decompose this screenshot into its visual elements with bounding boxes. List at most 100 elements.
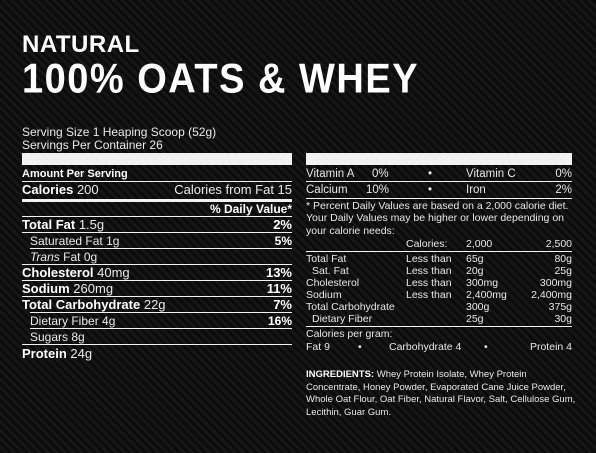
nutrient-amount: 1.5g <box>78 217 105 232</box>
divider <box>22 264 292 265</box>
table-header-2500: 2,500 <box>545 238 572 250</box>
divider <box>306 181 572 182</box>
bullet: • <box>428 168 433 180</box>
table-row-2500: 25g <box>554 265 572 277</box>
table-row-cond: Less than <box>406 277 452 289</box>
nutrient-row-total-carbohydrate: Total Carbohydrate 22g 7% <box>22 298 292 312</box>
table-row-2500: 375g <box>548 301 572 313</box>
ingredients: INGREDIENTS: Whey Protein Isolate, Whey … <box>306 369 580 419</box>
nutrient-label: Sodium <box>22 281 70 296</box>
divider <box>22 216 292 217</box>
nutrient-label: Protein <box>22 346 67 361</box>
table-row-2000: 2,400mg <box>466 289 507 301</box>
nutrient-amount: 24g <box>70 346 93 361</box>
table-row-2500: 30g <box>554 313 572 325</box>
bullet: • <box>484 341 488 353</box>
divider <box>22 181 292 182</box>
calcium-value: 10% <box>366 184 390 196</box>
table-row-2500: 2,400mg <box>531 289 572 301</box>
calories-row: Calories 200 Calories from Fat 15 <box>22 183 292 197</box>
serving-size: Serving Size 1 Heaping Scoop (52g) <box>22 125 217 139</box>
nutrient-amount: 4g <box>102 314 116 328</box>
nutrient-label: Total Carbohydrate <box>22 297 141 312</box>
nutrient-amount: 40mg <box>97 265 130 280</box>
nutrient-dv: 11% <box>266 281 292 296</box>
nutrient-amount: 1g <box>106 234 120 248</box>
vitamin-c-label: Vitamin C <box>466 168 516 180</box>
vitamin-a-label: Vitamin A <box>306 168 355 180</box>
divider <box>306 198 572 199</box>
divider <box>30 312 292 313</box>
nutrient-label: Fat <box>59 250 81 264</box>
calories-value: 200 <box>76 182 99 197</box>
daily-value-header: % Daily Value* <box>209 202 292 216</box>
divider <box>306 251 572 252</box>
nutrient-label: Sugars <box>30 330 69 344</box>
table-row-2500: 80g <box>554 253 572 265</box>
nutrient-row-total-fat: Total Fat 1.5g 2% <box>22 218 292 232</box>
nutrient-label: Cholesterol <box>22 265 94 280</box>
ingredients-label: INGREDIENTS: <box>306 369 375 380</box>
table-row-label: Total Carbohydrate <box>306 301 395 313</box>
nutrient-label-italic: Trans <box>30 250 60 264</box>
nutrient-label: Total Fat <box>22 217 76 232</box>
product-title: 100% OATS & WHEY <box>22 56 420 103</box>
nutrient-amount: 0g <box>83 250 98 264</box>
table-row-label: Total Fat <box>306 253 347 265</box>
nutrient-row-protein: Protein 24g <box>22 347 292 361</box>
servings-per-container: Servings Per Container 26 <box>22 138 163 152</box>
table-row-2000: 300mg <box>466 277 499 289</box>
table-row-2000: 65g <box>466 253 484 265</box>
table-header-2000: 2,000 <box>466 238 493 250</box>
calories-label: Calories <box>22 182 74 197</box>
table-row-2000: 25g <box>466 313 484 325</box>
divider <box>22 232 292 233</box>
amount-per-serving: Amount Per Serving <box>22 168 128 180</box>
table-row-2000: 300g <box>466 301 490 313</box>
divider <box>22 280 292 281</box>
nutrient-row-dietary-fiber: Dietary Fiber 4g 16% <box>30 314 292 328</box>
divider <box>30 248 292 249</box>
nutrient-amount: 8g <box>71 330 85 344</box>
nutrient-row-saturated-fat: Saturated Fat 1g 5% <box>30 234 292 248</box>
table-row-cond: Less than <box>406 265 452 277</box>
table-row-label: Dietary Fiber <box>312 313 373 325</box>
nutrient-dv: 2% <box>273 217 292 232</box>
table-header-calories: Calories: <box>406 238 448 250</box>
table-row-2000: 20g <box>466 265 484 277</box>
nutrient-dv: 16% <box>267 314 292 328</box>
divider <box>22 344 292 345</box>
bullet: • <box>358 341 362 353</box>
table-row-label: Sat. Fat <box>312 265 349 277</box>
ingredients-text: Whey Protein Isolate, Whey Protein Conce… <box>306 369 576 418</box>
table-row-label: Sodium <box>306 289 342 301</box>
iron-value: 2% <box>555 184 572 196</box>
nutrient-amount: 260mg <box>73 281 114 296</box>
table-row-2500: 300mg <box>539 277 572 289</box>
per-gram-carbohydrate: Carbohydrate 4 <box>389 341 462 353</box>
bullet: • <box>428 184 433 196</box>
per-gram-protein: Protein 4 <box>529 341 572 353</box>
medium-divider <box>22 199 292 202</box>
calcium-label: Calcium <box>306 184 348 196</box>
nutrient-label: Dietary Fiber <box>30 314 99 328</box>
nutrient-row-sodium: Sodium 260mg 11% <box>22 282 292 296</box>
product-subtitle: NATURAL <box>22 31 140 58</box>
nutrient-dv: 13% <box>265 265 292 280</box>
table-row-cond: Less than <box>406 289 452 301</box>
vitamin-a-value: 0% <box>372 168 389 180</box>
calories-from-fat: Calories from Fat 15 <box>174 182 292 197</box>
divider <box>306 326 572 327</box>
per-gram-fat: Fat 9 <box>306 341 330 353</box>
nutrient-row-sugars: Sugars 8g <box>30 330 292 344</box>
divider <box>30 328 292 329</box>
table-row-label: Cholesterol <box>306 277 360 289</box>
calories-per-gram-title: Calories per gram: <box>306 328 393 340</box>
nutrient-row-cholesterol: Cholesterol 40mg 13% <box>22 266 292 280</box>
nutrient-row-trans-fat: Trans Fat 0g <box>30 250 292 264</box>
nutrient-amount: 22g <box>143 297 166 312</box>
thick-divider <box>22 153 292 165</box>
daily-value-footnote: * Percent Daily Values are based on a 2,… <box>306 200 569 237</box>
thick-divider <box>306 153 572 165</box>
divider <box>22 296 292 297</box>
